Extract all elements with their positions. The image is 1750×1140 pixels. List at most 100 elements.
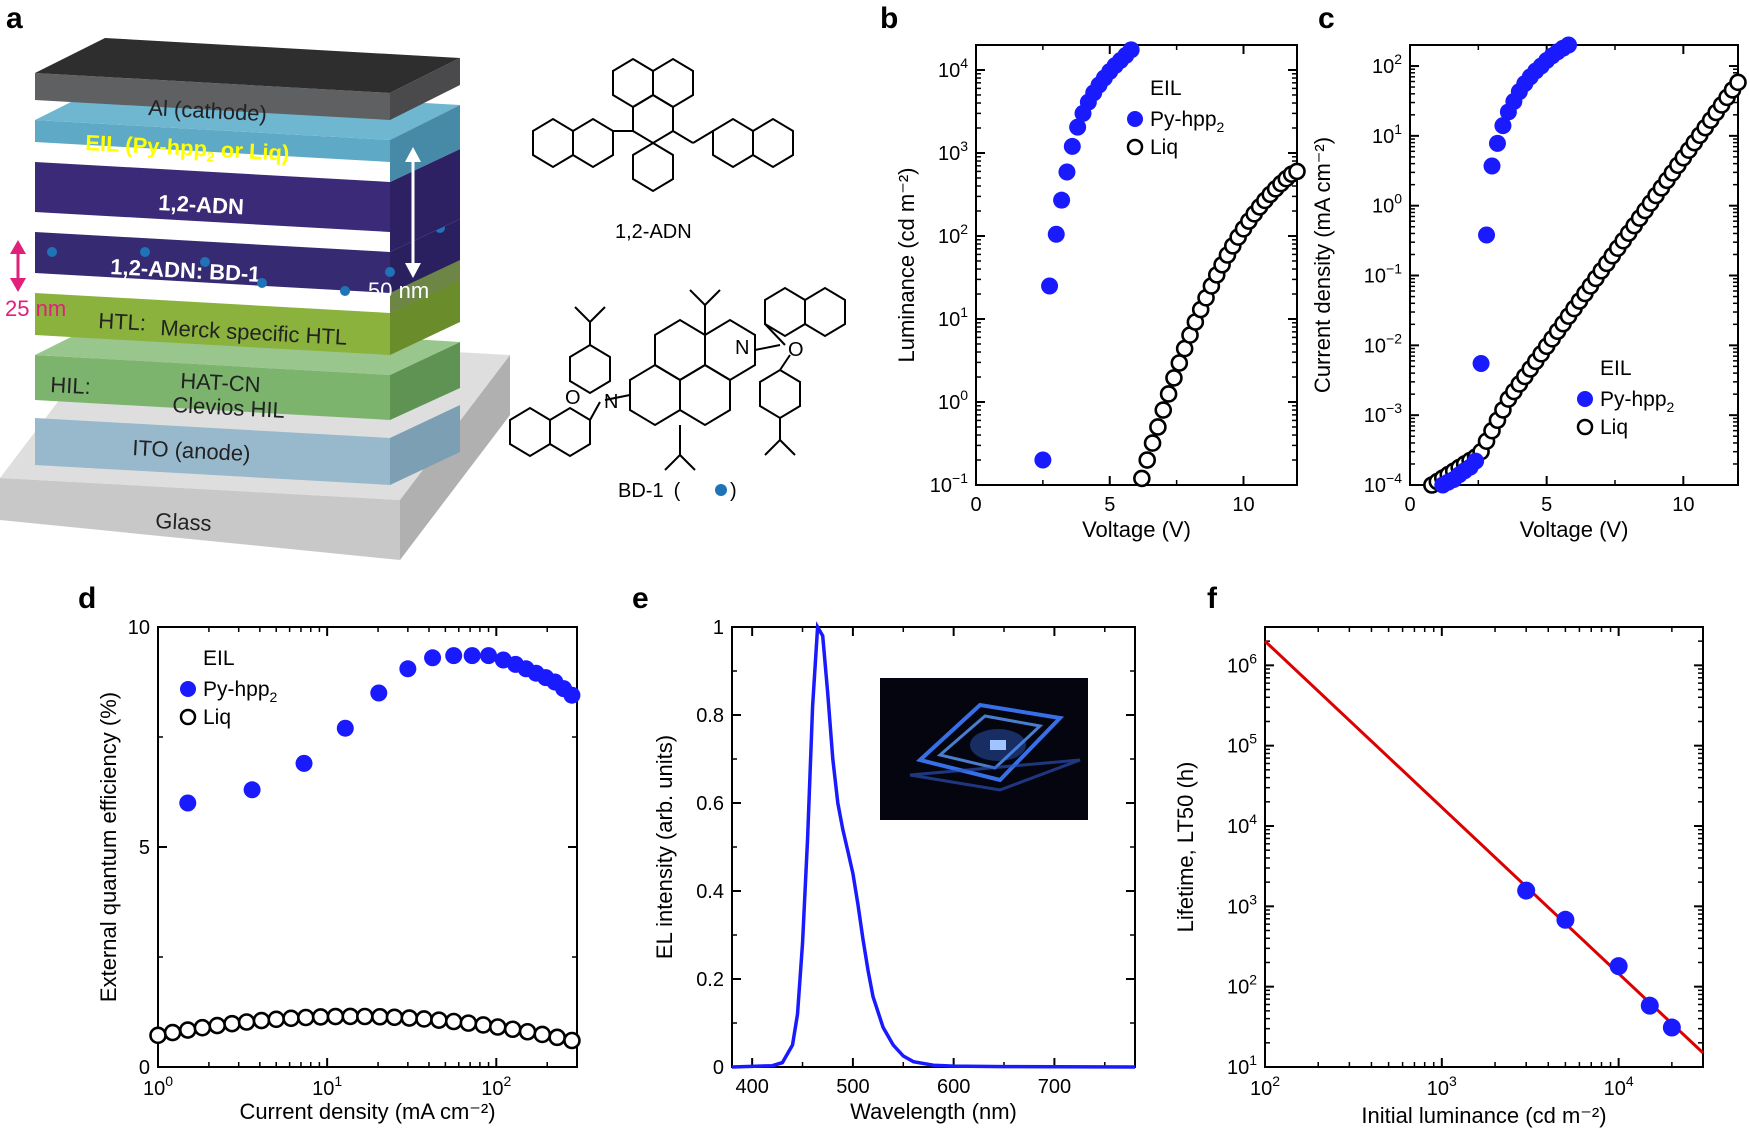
y-tick-label-exp: 3 <box>960 138 968 154</box>
y-axis-label: Current density (mA cm⁻²) <box>1310 137 1335 393</box>
x-axis-label: Voltage (V) <box>1520 517 1629 542</box>
liq-point <box>149 1026 167 1045</box>
pyhpp-point <box>179 794 197 812</box>
plot-frame <box>975 44 1298 486</box>
liq-point <box>1149 418 1167 436</box>
liq-point <box>1143 434 1162 452</box>
hil-label: HIL: <box>50 372 92 399</box>
legend-marker-filled <box>1577 391 1593 407</box>
pyhpp-point <box>370 684 388 702</box>
liq-point <box>444 1012 463 1031</box>
legend-label-pyhpp-main: Py-hpp <box>1600 388 1667 411</box>
pyhpp-point <box>1560 36 1578 54</box>
y-tick-label: 102 <box>1227 972 1257 999</box>
y-tick-label-exp: 2 <box>1249 972 1257 988</box>
x-tick-label: 5 <box>1104 494 1115 516</box>
x-tick-label-base: 10 <box>1250 1078 1272 1100</box>
y-tick-label-base: 10 <box>1227 816 1249 838</box>
x-tick-label-exp: 4 <box>1626 1073 1634 1089</box>
legend-label-liq: Liq <box>203 706 231 729</box>
legend-label-pyhpp: Py-hpp2 <box>203 678 278 705</box>
y-tick-label: 10−1 <box>930 470 968 497</box>
y-tick-label: 103 <box>1227 891 1257 918</box>
dopant-dot <box>140 247 150 257</box>
dopant-legend-dot <box>715 484 727 496</box>
y-tick-label: 0.2 <box>696 969 724 991</box>
y-tick-label-base: 10 <box>1372 196 1394 218</box>
eml-front <box>35 232 390 293</box>
y-tick-label: 0.8 <box>696 705 724 727</box>
liq-point <box>193 1018 212 1037</box>
y-tick-label-base: 10 <box>1364 335 1386 357</box>
y-tick-label: 101 <box>1227 1052 1257 1079</box>
y-tick-label-exp: −1 <box>952 470 968 486</box>
legend-label-pyhpp-main: Py-hpp <box>1150 108 1217 131</box>
pyhpp-point <box>1472 354 1490 372</box>
y-tick-label: 101 <box>1372 121 1402 148</box>
lifetime-point <box>1609 957 1628 976</box>
liq-point <box>1133 469 1151 488</box>
liq-point <box>548 1028 566 1047</box>
x-tick-label-base: 10 <box>1604 1078 1626 1100</box>
y-tick-label: 10−4 <box>1364 470 1402 497</box>
dim-25-label: 25 nm <box>5 296 66 321</box>
y-tick-label: 101 <box>938 304 968 331</box>
y-tick-label-base: 10 <box>1227 1057 1249 1079</box>
y-tick-label-base: 10 <box>1372 56 1394 78</box>
y-tick-label-base: 10 <box>1364 475 1386 497</box>
x-tick-label-exp: 2 <box>1272 1073 1280 1089</box>
x-tick-label-exp: 2 <box>504 1073 512 1089</box>
y-tick-label: 104 <box>938 55 968 82</box>
x-tick-label: 0 <box>970 494 981 516</box>
pyhpp-point <box>295 754 313 772</box>
lifetime-point <box>1517 881 1536 900</box>
x-tick-label: 100 <box>143 1073 173 1100</box>
x-tick-label: 103 <box>1427 1073 1457 1100</box>
legend-marker-open <box>1576 418 1594 436</box>
liq-point <box>163 1023 182 1042</box>
al-top <box>35 38 460 93</box>
adn-side <box>390 149 460 252</box>
x-tick-label: 102 <box>1250 1073 1280 1100</box>
htl-front <box>35 293 390 355</box>
al-side <box>390 58 460 120</box>
x-tick-label: 10 <box>1232 494 1254 516</box>
y-axis-label: Luminance (cd m⁻²) <box>894 167 919 362</box>
pyhpp-point <box>1053 191 1071 209</box>
y-tick-label-exp: 4 <box>1249 811 1257 827</box>
liq-point <box>356 1007 374 1026</box>
legend-label-liq: Liq <box>1150 136 1178 159</box>
fit-line <box>1263 640 1705 1054</box>
y-tick-label-base: 10 <box>938 226 960 248</box>
panel-label-e: e <box>632 582 649 615</box>
eil-label-sub: 2 <box>206 148 215 164</box>
ito-front <box>35 418 390 485</box>
glass-label: Glass <box>155 508 212 536</box>
liq-point <box>341 1007 360 1026</box>
pyhpp-point <box>1467 452 1485 470</box>
liq-point <box>267 1010 286 1029</box>
legend-title: EIL <box>1150 77 1182 100</box>
liq-point <box>430 1011 448 1029</box>
adn-label: 1,2-ADN <box>158 190 245 219</box>
x-tick-label: 600 <box>937 1076 970 1098</box>
n-right: N <box>735 337 749 359</box>
pyhpp-point <box>480 647 498 665</box>
x-axis-label: Current density (mA cm⁻²) <box>239 1099 495 1124</box>
lifetime-point <box>1640 996 1659 1015</box>
el-spectrum-line <box>731 621 1136 1069</box>
liq-point <box>474 1016 493 1034</box>
liq-point <box>1138 451 1156 469</box>
y-tick-label-base: 10 <box>938 309 960 331</box>
y-tick-label-exp: −4 <box>1386 470 1402 486</box>
y-tick-label-base: 10 <box>1227 655 1249 677</box>
y-tick-label-exp: −1 <box>1386 261 1402 277</box>
molecule-adn <box>532 57 794 193</box>
dopant-dot <box>340 286 350 296</box>
y-tick-label: 10−1 <box>1364 261 1402 288</box>
y-tick-label-exp: 4 <box>960 55 968 71</box>
x-tick-label-base: 10 <box>481 1078 503 1100</box>
pyhpp-point <box>1058 163 1076 181</box>
al-front <box>35 73 390 120</box>
